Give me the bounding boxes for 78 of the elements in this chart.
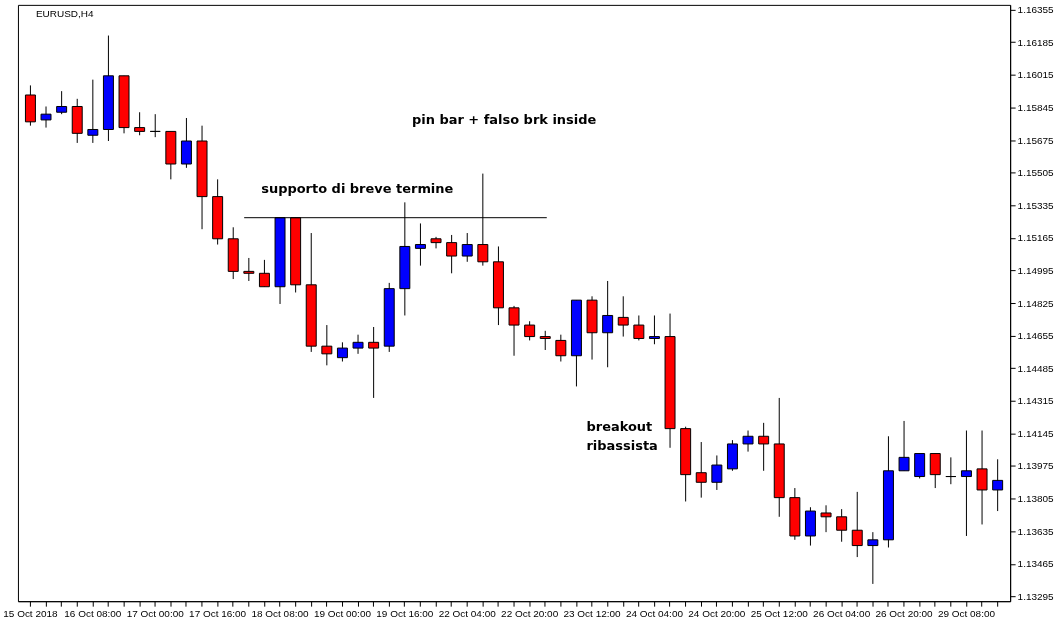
annotation: breakout ribassista (586, 418, 658, 453)
candlestick (758, 422, 770, 472)
candlestick (149, 113, 161, 138)
candlestick (617, 295, 629, 338)
candlestick (446, 234, 458, 274)
candlestick (414, 222, 426, 267)
candlestick (258, 259, 270, 288)
candlestick (243, 257, 255, 282)
candlestick (914, 453, 926, 479)
candlestick (352, 334, 364, 355)
x-tick-label: 19 Oct 16:00 (376, 607, 434, 619)
x-tick-label: 17 Oct 00:00 (126, 607, 185, 619)
y-tick-label: 1.15335 (1017, 199, 1055, 211)
candlestick (836, 508, 848, 543)
x-tick-label: 22 Oct 20:00 (501, 607, 559, 619)
candlestick (633, 314, 645, 341)
y-tick-label: 1.16355 (1017, 4, 1055, 16)
y-tick-label: 1.14825 (1017, 297, 1055, 309)
candlestick (898, 420, 910, 472)
candlestick (695, 441, 707, 499)
candlestick (87, 79, 99, 144)
y-tick-label: 1.16015 (1017, 69, 1055, 81)
y-tick-label: 1.15845 (1017, 101, 1055, 113)
y-tick-label: 1.15505 (1017, 167, 1055, 179)
candlestick (461, 232, 473, 263)
x-tick-label: 18 Oct 08:00 (251, 607, 310, 619)
candlestick (851, 491, 863, 558)
y-tick-label: 1.14485 (1017, 362, 1055, 374)
x-tick-label: 15 Oct 2018 (3, 607, 59, 619)
candlestick (368, 326, 380, 399)
candlestick (508, 305, 520, 357)
y-tick-label: 1.13465 (1017, 558, 1055, 570)
candlestick (945, 456, 957, 485)
candlestick (992, 458, 1004, 512)
candlestick (40, 105, 52, 129)
candlestick (648, 314, 660, 345)
x-tick-label: 26 Oct 04:00 (813, 607, 871, 619)
candlestick (180, 117, 192, 169)
x-tick-label: 24 Oct 04:00 (625, 607, 684, 619)
candlestick (929, 453, 941, 489)
y-tick-label: 1.15165 (1017, 232, 1055, 244)
candlestick (976, 430, 988, 525)
candlestick (820, 504, 832, 533)
candlestick (134, 111, 146, 136)
y-tick-label: 1.14315 (1017, 395, 1055, 407)
y-tick-label: 1.13295 (1017, 590, 1055, 602)
candlestick (555, 334, 567, 362)
candlestick (960, 430, 972, 537)
y-tick-label: 1.14995 (1017, 264, 1055, 276)
y-tick-label: 1.14655 (1017, 330, 1055, 342)
candlestick (602, 280, 614, 368)
candlestick (430, 236, 442, 249)
y-tick-label: 1.13805 (1017, 493, 1055, 505)
candlestick (336, 341, 348, 362)
x-tick-label: 26 Oct 20:00 (875, 607, 934, 619)
x-tick-label: 22 Oct 04:00 (438, 607, 497, 619)
y-tick-label: 1.14145 (1017, 427, 1055, 439)
chart-title: EURUSD,H4 (35, 7, 94, 19)
x-tick-label: 17 Oct 16:00 (189, 607, 247, 619)
x-tick-label: 16 Oct 08:00 (64, 607, 122, 619)
candlestick (56, 90, 68, 115)
x-tick-label: 25 Oct 12:00 (750, 607, 809, 619)
x-tick-label: 23 Oct 12:00 (563, 607, 622, 619)
candlestick (524, 320, 536, 341)
candlestick (867, 531, 879, 585)
candlestick (539, 330, 551, 351)
y-tick-label: 1.13635 (1017, 525, 1055, 537)
x-tick-label: 29 Oct 08:00 (937, 607, 996, 619)
candlestick (321, 324, 333, 366)
ref-line-label: supporto di breve termine (261, 180, 454, 196)
y-tick-label: 1.13975 (1017, 460, 1055, 472)
x-tick-label: 19 Oct 00:00 (313, 607, 372, 619)
candlestick (742, 430, 754, 453)
annotation: pin bar + falso brk inside (411, 111, 597, 127)
candlestick (711, 454, 723, 491)
y-tick-label: 1.16185 (1017, 36, 1055, 48)
x-tick-label: 24 Oct 20:00 (688, 607, 746, 619)
y-tick-label: 1.15675 (1017, 134, 1055, 146)
